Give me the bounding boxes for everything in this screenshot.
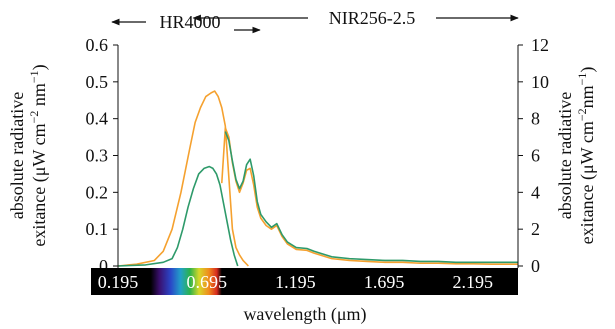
right-tick-label: 6 (531, 146, 540, 166)
left-y-axis-label: absolute radiative exitance (μW cm−2 nm−1… (7, 64, 50, 246)
instrument-label-hr4000: HR4000 (159, 12, 220, 32)
series-line-1 (117, 90, 249, 267)
left-tick-label: 0.2 (86, 182, 109, 202)
series-line-2 (220, 127, 518, 265)
x-tick-label: 1.695 (364, 272, 405, 292)
ylabel-line-1: absolute radiative (7, 92, 27, 219)
ylabel-line-1: absolute radiative (555, 92, 575, 219)
x-tick-label: 1.195 (275, 272, 316, 292)
right-tick-label: 4 (531, 182, 540, 202)
series-line-4 (224, 131, 518, 264)
left-tick-label: 0.5 (86, 72, 109, 92)
left-tick-label: 0.6 (86, 35, 109, 55)
series-layer (117, 90, 518, 267)
left-tick-label: 0.1 (86, 219, 109, 239)
x-axis-bar: 0.195 0.695 1.195 1.695 2.195 (91, 268, 518, 295)
right-tick-label: 12 (531, 35, 549, 55)
left-tick-label: 0.4 (86, 109, 109, 129)
right-tick-label: 8 (531, 109, 540, 129)
right-tick-label: 10 (531, 72, 549, 92)
x-tick-label: 0.695 (186, 272, 227, 292)
ylabel-line-2: exitance (μW cm−2nm−1) (575, 67, 598, 245)
x-axis-label: wavelength (μm) (243, 304, 366, 325)
instrument-label-nir256: NIR256-2.5 (329, 8, 416, 28)
right-y-axis: 0 2 4 6 8 10 12 (517, 35, 549, 276)
visible-spectrum-band (150, 268, 222, 295)
right-y-axis-label: absolute radiative exitance (μW cm−2nm−1) (555, 67, 598, 245)
left-tick-label: 0.3 (86, 146, 109, 166)
ylabel-line-2: exitance (μW cm−2 nm−1) (27, 64, 50, 246)
left-tick-label: 0 (99, 256, 108, 276)
instrument-labels: HR4000 NIR256-2.5 (111, 8, 519, 34)
x-tick-label: 0.195 (98, 272, 139, 292)
series-line-3 (117, 165, 239, 267)
right-tick-label: 2 (531, 219, 540, 239)
left-y-axis: 0 0.1 0.2 0.3 0.4 0.5 0.6 (86, 35, 119, 276)
right-tick-label: 0 (531, 256, 540, 276)
x-tick-label: 2.195 (453, 272, 494, 292)
